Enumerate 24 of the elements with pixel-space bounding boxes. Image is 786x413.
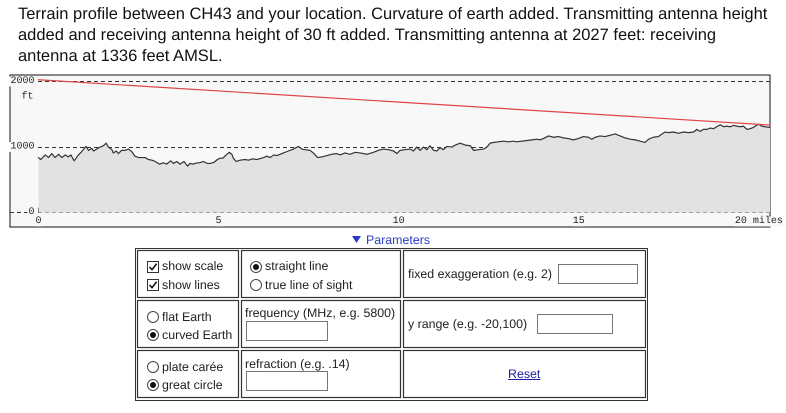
x-tick-label: 20 miles: [734, 215, 783, 228]
text: straight line: [265, 258, 328, 274]
x-tick-label: 5: [216, 216, 222, 228]
text: refraction (e.g. .14): [245, 356, 350, 372]
text: Parameters: [366, 232, 430, 248]
text: flat Earth: [162, 310, 212, 324]
text: great circle: [162, 378, 223, 392]
y-tick-label: 2000: [10, 76, 34, 88]
y-tick-label: 1000: [10, 142, 34, 153]
chart-title: Terrain profile between CH43 and your location. Curvature of earth added. Transmitting antenna height added and receiving antenna height of 30 ft added. Transmitting antenna at 2027 feet: receiving antenna at 1336 feet AMSL.: [18, 4, 768, 67]
y-tick-label: 0: [28, 207, 34, 218]
text: Reset: [508, 366, 540, 382]
text: y range (e.g. -20,100): [408, 316, 528, 332]
y-axis-title: ft: [21, 90, 34, 102]
text: fixed exaggeration (e.g. 2): [408, 266, 552, 282]
text: frequency (MHz, e.g. 5800): [245, 306, 396, 320]
text: true line of sight: [265, 278, 352, 292]
text: curved Earth: [162, 328, 232, 342]
x-tick-label: 15: [572, 216, 585, 228]
text: show scale: [162, 258, 224, 274]
x-tick-label: 10: [392, 216, 405, 228]
text: plate carée: [162, 360, 224, 374]
x-tick-label: 0: [35, 216, 42, 228]
text: show lines: [162, 278, 220, 292]
